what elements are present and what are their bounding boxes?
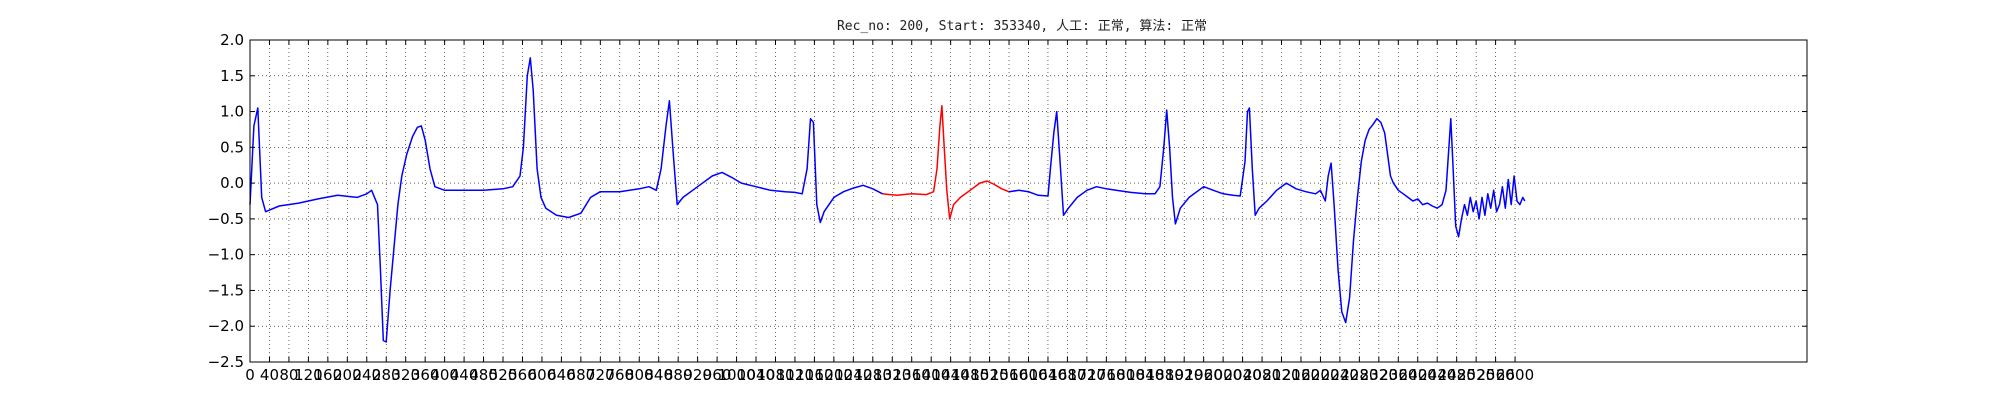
- x-tick-label: 480: [469, 366, 498, 384]
- chart-title: Rec_no: 200, Start: 353340, 人工: 正常, 算法: …: [837, 19, 1207, 34]
- y-tick-label: −1.5: [208, 281, 244, 299]
- x-tick-label: 840: [644, 366, 673, 384]
- series-line-0: [249, 57, 883, 343]
- x-tick-label: 800: [625, 366, 654, 384]
- x-tick-label: 360: [411, 366, 440, 384]
- x-tick-label: 1400: [912, 366, 950, 384]
- x-tick-label: 1560: [990, 366, 1028, 384]
- x-tick-label: 2600: [1496, 366, 1534, 384]
- x-tick-label: 1920: [1165, 366, 1203, 384]
- x-tick-label: 1160: [795, 366, 833, 384]
- x-tick-label: 1360: [893, 366, 931, 384]
- series-line-2: [1008, 107, 1526, 324]
- y-tick-label: −0.5: [208, 210, 244, 228]
- x-tick-label: 2560: [1477, 366, 1515, 384]
- series-line-1: [882, 105, 1010, 220]
- x-tick-label: 1520: [970, 366, 1008, 384]
- x-tick-label: 1480: [951, 366, 989, 384]
- x-tick-label: 320: [391, 366, 420, 384]
- y-tick-label: 1.5: [220, 67, 244, 85]
- x-tick-label: 760: [605, 366, 634, 384]
- x-tick-label: 1280: [854, 366, 892, 384]
- grid-layer: [250, 39, 1807, 363]
- x-tick-label: 2280: [1340, 366, 1378, 384]
- x-tick-label: 440: [450, 366, 479, 384]
- x-tick-label: 1600: [1009, 366, 1047, 384]
- x-tick-label: 1960: [1185, 366, 1223, 384]
- series-layer: [249, 57, 1526, 343]
- x-tick-label: 1120: [776, 366, 814, 384]
- y-tick-label: −2.5: [208, 353, 244, 371]
- x-tick-label: 2480: [1438, 366, 1476, 384]
- x-tick-label: 880: [664, 366, 693, 384]
- x-tick-label: 2520: [1457, 366, 1495, 384]
- x-tick-label: 1880: [1146, 366, 1184, 384]
- y-tick-label: 1.0: [220, 103, 244, 121]
- x-tick-label: 1720: [1068, 366, 1106, 384]
- y-axis-ticks: 2.0 1.5 1.0 0.5 0.0 −0.5 −1.0 −1.5 −2.0 −2.5: [208, 31, 1807, 371]
- x-tick-label: 1320: [873, 366, 911, 384]
- x-axis-ticks: 0 40 8012016020024028032036040044048052056…: [245, 40, 1534, 384]
- x-tick-label: 2160: [1282, 366, 1320, 384]
- x-tick-label: 1760: [1087, 366, 1125, 384]
- x-tick-label: 160: [314, 366, 343, 384]
- x-tick-label: 1640: [1029, 366, 1067, 384]
- x-tick-label: 680: [567, 366, 596, 384]
- x-tick-label: 1440: [932, 366, 970, 384]
- x-tick-label: 1240: [834, 366, 872, 384]
- x-tick-label: 560: [508, 366, 537, 384]
- x-tick-label: 2440: [1418, 366, 1456, 384]
- x-tick-label: 520: [489, 366, 518, 384]
- x-tick-label: 2000: [1204, 366, 1242, 384]
- x-tick-label: 920: [683, 366, 712, 384]
- x-tick-label: 1040: [737, 366, 775, 384]
- x-tick-label: 2040: [1223, 366, 1261, 384]
- y-tick-label: 0.5: [220, 138, 244, 156]
- x-tick-label: 640: [547, 366, 576, 384]
- x-tick-label: 80: [279, 366, 298, 384]
- x-tick-label: 1840: [1126, 366, 1164, 384]
- x-tick-label: 2120: [1262, 366, 1300, 384]
- y-tick-label: −1.0: [208, 246, 244, 264]
- x-tick-label: 2400: [1399, 366, 1437, 384]
- x-tick-label: 720: [586, 366, 615, 384]
- x-tick-label: 2200: [1301, 366, 1339, 384]
- x-tick-label: 240: [352, 366, 381, 384]
- x-tick-label: 0: [245, 366, 255, 384]
- x-tick-label: 2240: [1321, 366, 1359, 384]
- x-tick-label: 280: [372, 366, 401, 384]
- x-tick-label: 200: [333, 366, 362, 384]
- x-tick-label: 1680: [1048, 366, 1086, 384]
- x-tick-label: 2320: [1360, 366, 1398, 384]
- x-tick-label: 960: [703, 366, 732, 384]
- y-tick-label: −2.0: [208, 317, 244, 335]
- x-tick-label: 40: [260, 366, 279, 384]
- x-tick-label: 400: [430, 366, 459, 384]
- x-tick-label: 1800: [1107, 366, 1145, 384]
- y-tick-label: 0.0: [220, 174, 244, 192]
- y-tick-label: 2.0: [220, 31, 244, 49]
- x-tick-label: 1080: [756, 366, 794, 384]
- x-tick-label: 600: [528, 366, 557, 384]
- x-tick-label: 120: [294, 366, 323, 384]
- x-tick-label: 1000: [717, 366, 755, 384]
- x-tick-label: 1200: [815, 366, 853, 384]
- x-tick-label: 2360: [1379, 366, 1417, 384]
- x-tick-label: 2080: [1243, 366, 1281, 384]
